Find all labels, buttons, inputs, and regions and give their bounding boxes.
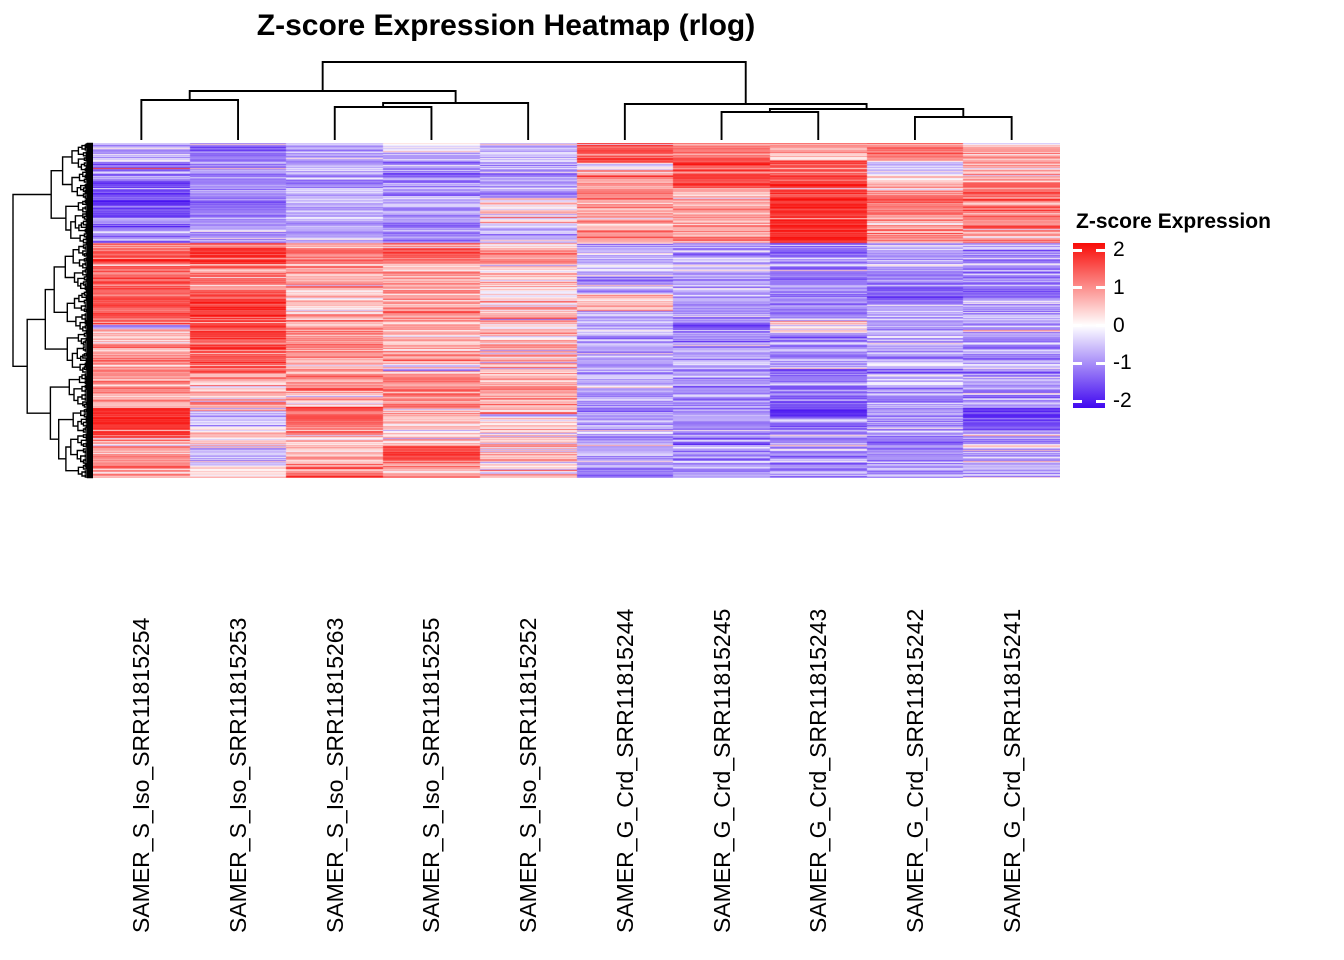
chart-title: Z-score Expression Heatmap (rlog) [256,9,756,42]
legend-tick-label-1: 1 [1113,275,1125,299]
column-label-8: SAMER_G_Crd_SRR11815243 [805,608,832,933]
column-label-9: SAMER_G_Crd_SRR11815242 [901,608,928,933]
column-label-5: SAMER_S_Iso_SRR11815252 [515,617,542,933]
legend-tick-label--2: -2 [1113,389,1132,412]
legend-tick-mark [1073,286,1082,290]
column-label-2: SAMER_S_Iso_SRR11815253 [225,617,252,933]
legend-tick-mark [1073,399,1082,403]
column-dendrogram [140,61,1013,140]
column-label-6: SAMER_G_Crd_SRR11815244 [611,608,638,933]
legend-tick-mark [1096,286,1105,290]
row-dendrogram [12,142,93,479]
legend-title: Z-score Expression [1076,210,1271,233]
column-label-10: SAMER_G_Crd_SRR11815241 [998,608,1025,933]
legend-tick-mark [1096,399,1105,403]
column-label-4: SAMER_S_Iso_SRR11815255 [418,617,445,933]
legend-tick-mark [1073,248,1082,252]
column-label-7: SAMER_G_Crd_SRR11815245 [708,608,735,933]
legend-tick-label--1: -1 [1113,351,1132,375]
legend-tick-mark [1096,324,1105,327]
column-label-3: SAMER_S_Iso_SRR11815263 [321,617,348,933]
legend-tick-mark [1073,361,1082,365]
legend-tick-mark [1096,361,1105,365]
heatmap-matrix [93,143,1060,478]
legend-tick-label-2: 2 [1113,238,1125,261]
column-label-1: SAMER_S_Iso_SRR11815254 [128,617,155,933]
legend-tick-label-0: 0 [1113,313,1125,337]
legend-tick-mark [1073,324,1082,327]
legend-tick-mark [1096,248,1105,252]
